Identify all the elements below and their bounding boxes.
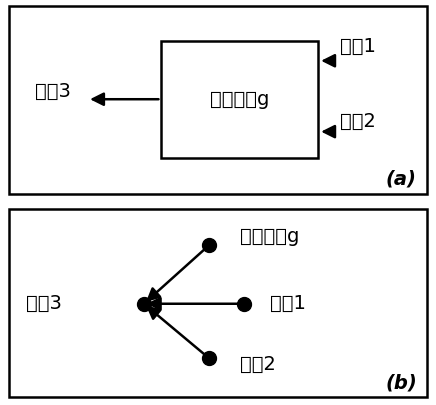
Text: 征兆3: 征兆3 [26,294,62,313]
Text: 故障原因g: 故障原因g [210,90,269,109]
Text: 征兆2: 征兆2 [240,355,276,374]
Text: 征兆1: 征兆1 [340,37,376,56]
Bar [161,40,318,158]
Text: (b): (b) [385,374,417,393]
Text: 征兆3: 征兆3 [35,82,71,100]
Text: 征兆1: 征兆1 [270,294,306,313]
Text: (a): (a) [386,169,416,188]
Text: 征兆2: 征兆2 [340,112,376,131]
Text: 故障原因g: 故障原因g [240,228,299,246]
